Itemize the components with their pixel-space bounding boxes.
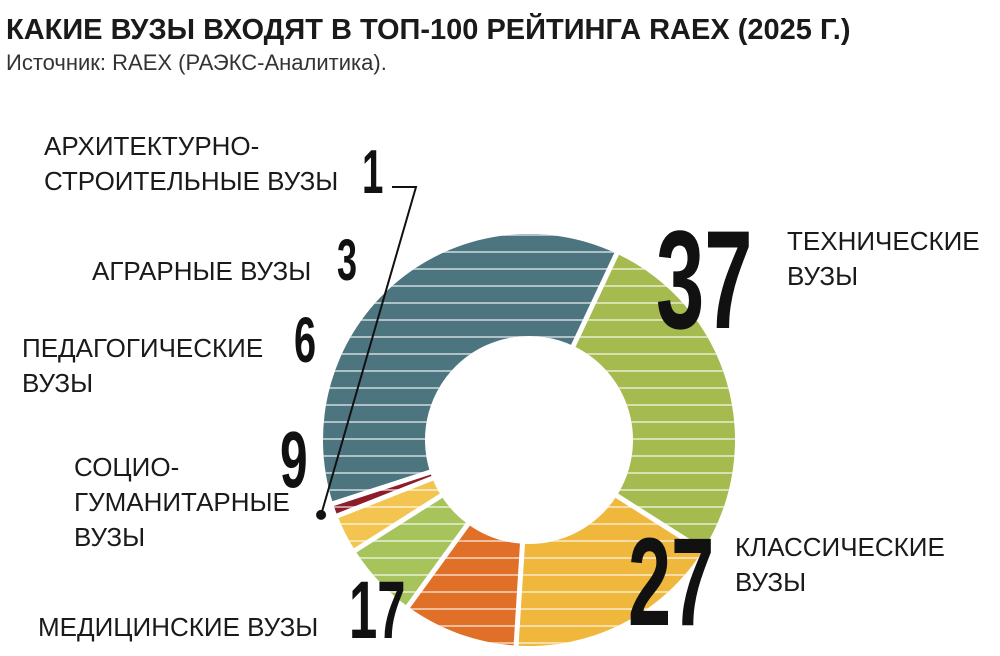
- architecture-leader-line: [320, 186, 418, 516]
- slice-texture-stripe: [323, 472, 735, 474]
- slice-agrarian: [337, 478, 442, 551]
- slice-texture-stripe: [323, 642, 735, 644]
- slice-separator: [330, 469, 433, 507]
- slice-separator: [570, 250, 620, 349]
- slice-texture-stripe: [323, 506, 735, 508]
- slice-texture-stripe: [323, 268, 735, 270]
- slice-separator: [404, 521, 472, 610]
- architecture-leader-dot: [316, 509, 327, 520]
- label-medical: МЕДИЦИНСКИЕ ВУЗЫ: [38, 612, 319, 642]
- slice-texture-stripe: [323, 285, 735, 287]
- slice-separator: [334, 475, 436, 519]
- slice-texture-stripe: [323, 625, 735, 627]
- slice-texture-stripe: [323, 591, 735, 593]
- value-architecture: 1: [362, 138, 384, 207]
- slice-texture-stripe: [323, 319, 735, 321]
- chart-source: Источник: RAEX (РАЭКС-Аналитика).: [6, 50, 387, 75]
- value-pedagogical: 6: [294, 304, 317, 376]
- slice-texture-stripe: [323, 387, 735, 389]
- slice-texture-stripe: [323, 234, 735, 236]
- value-technical: 37: [656, 201, 753, 358]
- label-pedagogical: ПЕДАГОГИЧЕСКИЕ ВУЗЫ: [22, 333, 264, 398]
- slice-texture-stripe: [323, 251, 735, 253]
- slice-separator: [613, 492, 706, 554]
- slice-texture-stripe: [323, 302, 735, 304]
- label-socio: СОЦИО- ГУМАНИТАРНЫЕ ВУЗЫ: [74, 452, 290, 552]
- slice-texture-stripe: [323, 421, 735, 423]
- label-technical: ТЕХНИЧЕСКИЕ ВУЗЫ: [787, 226, 980, 291]
- slice-separator: [513, 541, 526, 648]
- slice-separator: [352, 492, 445, 554]
- slice-texture-stripe: [323, 455, 735, 457]
- label-architecture: АРХИТЕКТУРНО- СТРОИТЕЛЬНЫЕ ВУЗЫ: [44, 131, 339, 196]
- slice-texture-stripe: [323, 404, 735, 406]
- slice-technical: [323, 234, 617, 504]
- slice-texture-stripe: [323, 370, 735, 372]
- slice-texture-stripe: [323, 608, 735, 610]
- chart-title: КАКИЕ ВУЗЫ ВХОДЯТ В ТОП-100 РЕЙТИНГА RAE…: [6, 14, 851, 46]
- slice-classic: [573, 253, 735, 551]
- slice-socio: [407, 524, 523, 646]
- value-agrarian: 3: [337, 228, 358, 293]
- value-classic: 27: [628, 513, 715, 652]
- slice-texture-stripe: [323, 438, 735, 440]
- value-socio: 9: [280, 415, 308, 504]
- slice-texture-stripe: [323, 574, 735, 576]
- label-classic: КЛАССИЧЕСКИЕ ВУЗЫ: [735, 532, 945, 597]
- label-agrarian: АГРАРНЫЕ ВУЗЫ: [92, 256, 312, 286]
- value-medical: 17: [349, 565, 406, 656]
- slice-texture-stripe: [323, 557, 735, 559]
- slice-architecture: [333, 472, 433, 516]
